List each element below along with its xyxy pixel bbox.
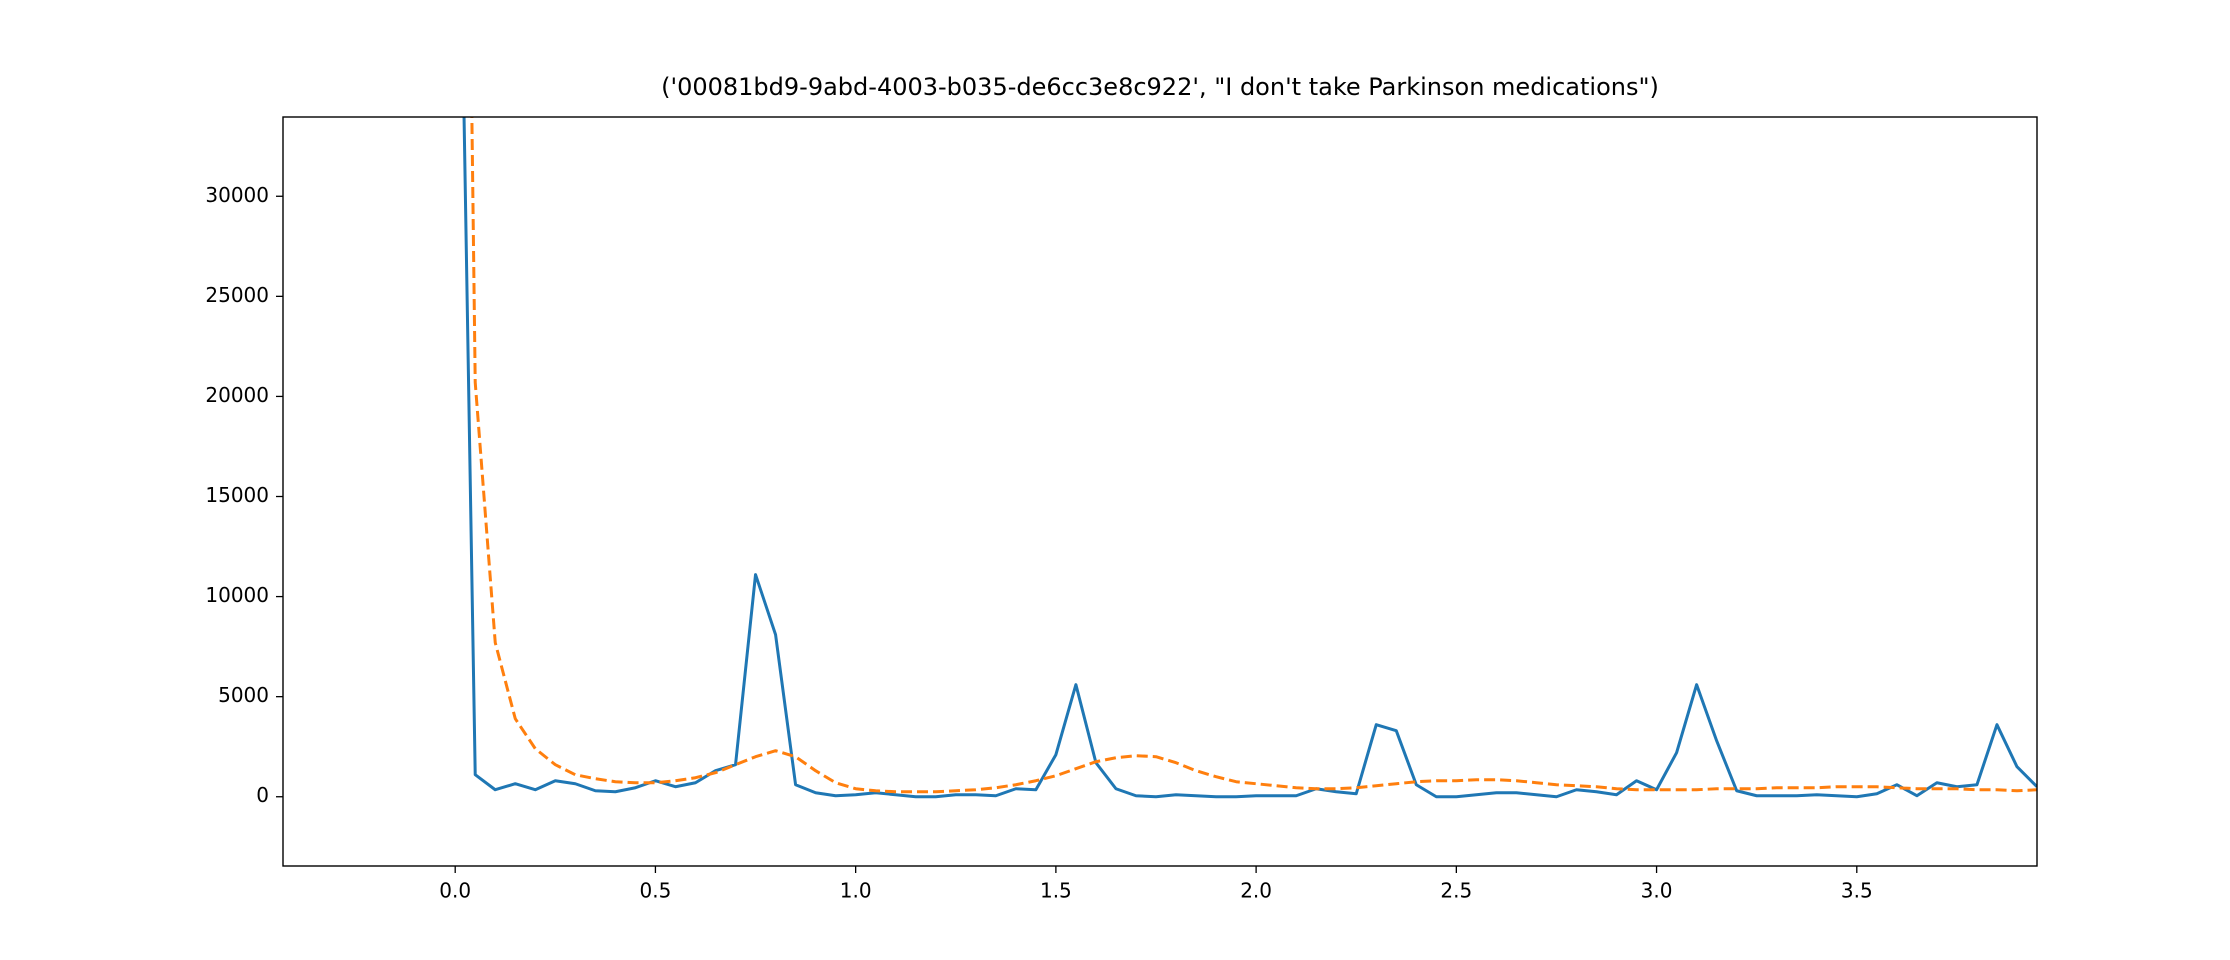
plot-area [462, 117, 2037, 799]
y-tick-label: 30000 [205, 183, 269, 207]
x-tick-label: 0.0 [439, 879, 471, 903]
series-line [470, 117, 2037, 794]
x-tick-label: 2.5 [1440, 879, 1472, 903]
y-tick-label: 0 [256, 783, 269, 807]
x-tick-label: 3.0 [1641, 879, 1673, 903]
series-line [462, 117, 2037, 799]
axes-frame [282, 116, 2038, 867]
x-tick-label: 1.5 [1040, 879, 1072, 903]
y-tick-label: 20000 [205, 383, 269, 407]
x-tick-label: 3.5 [1841, 879, 1873, 903]
chart-title: ('00081bd9-9abd-4003-b035-de6cc3e8c922',… [661, 73, 1659, 101]
y-tick-label: 10000 [205, 583, 269, 607]
x-tick-label: 1.0 [840, 879, 872, 903]
y-tick-label: 5000 [218, 683, 269, 707]
x-tick-label: 2.0 [1240, 879, 1272, 903]
y-tick-label: 25000 [205, 283, 269, 307]
y-tick-label: 15000 [205, 483, 269, 507]
x-tick-label: 0.5 [640, 879, 672, 903]
